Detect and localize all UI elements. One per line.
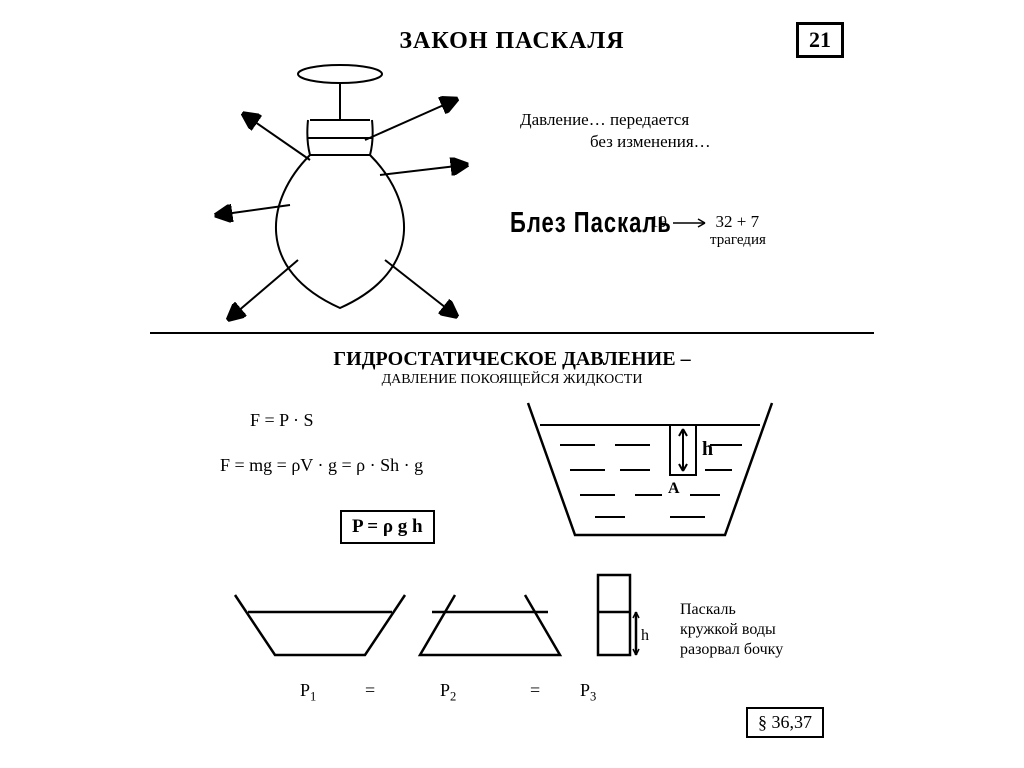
arrow-icon	[671, 217, 711, 229]
eq1: =	[365, 680, 375, 701]
svg-text:h: h	[702, 438, 713, 460]
tragedy-label: трагедия	[710, 232, 766, 249]
page-number-box: 21	[796, 22, 844, 58]
pascal-dates: 19 32 + 7	[650, 212, 759, 232]
anecdote-line2: кружкой воды	[680, 620, 783, 640]
anecdote-line3: разорвал бочку	[680, 640, 783, 660]
pressure-caption-1: Давление… передается	[520, 110, 689, 130]
svg-text:h: h	[641, 627, 649, 644]
anecdote-line1: Паскаль	[680, 600, 783, 620]
p3-label: P3	[580, 680, 596, 705]
hydrostatic-title: ГИДРОСТАТИЧЕСКОЕ ДАВЛЕНИЕ –	[0, 348, 1024, 371]
formula-fmg: F = mg = ρV · g = ρ · Sh · g	[220, 455, 423, 476]
p2-label: P2	[440, 680, 456, 705]
dates-left: 19	[650, 212, 667, 231]
section-divider	[150, 332, 874, 334]
boxed-formula: P = ρ g h	[340, 510, 435, 544]
page-title: ЗАКОН ПАСКАЛЯ	[0, 28, 1024, 55]
dates-right: 32 + 7	[716, 212, 760, 231]
p1-label: P1	[300, 680, 316, 705]
section-reference: § 36,37	[746, 707, 824, 738]
container-diagram: h A	[520, 395, 780, 545]
hydrostatic-subtitle: ДАВЛЕНИЕ ПОКОЯЩЕЙСЯ ЖИДКОСТИ	[0, 372, 1024, 388]
formula-fps: F = P · S	[250, 410, 314, 431]
eq2: =	[530, 680, 540, 701]
pressure-caption-2: без изменения…	[590, 132, 711, 152]
flask-diagram	[210, 60, 470, 330]
pascal-name: Блез Паскаль	[510, 206, 672, 240]
svg-text:A: A	[668, 480, 680, 497]
barrel-anecdote: Паскаль кружкой воды разорвал бочку	[680, 600, 783, 660]
